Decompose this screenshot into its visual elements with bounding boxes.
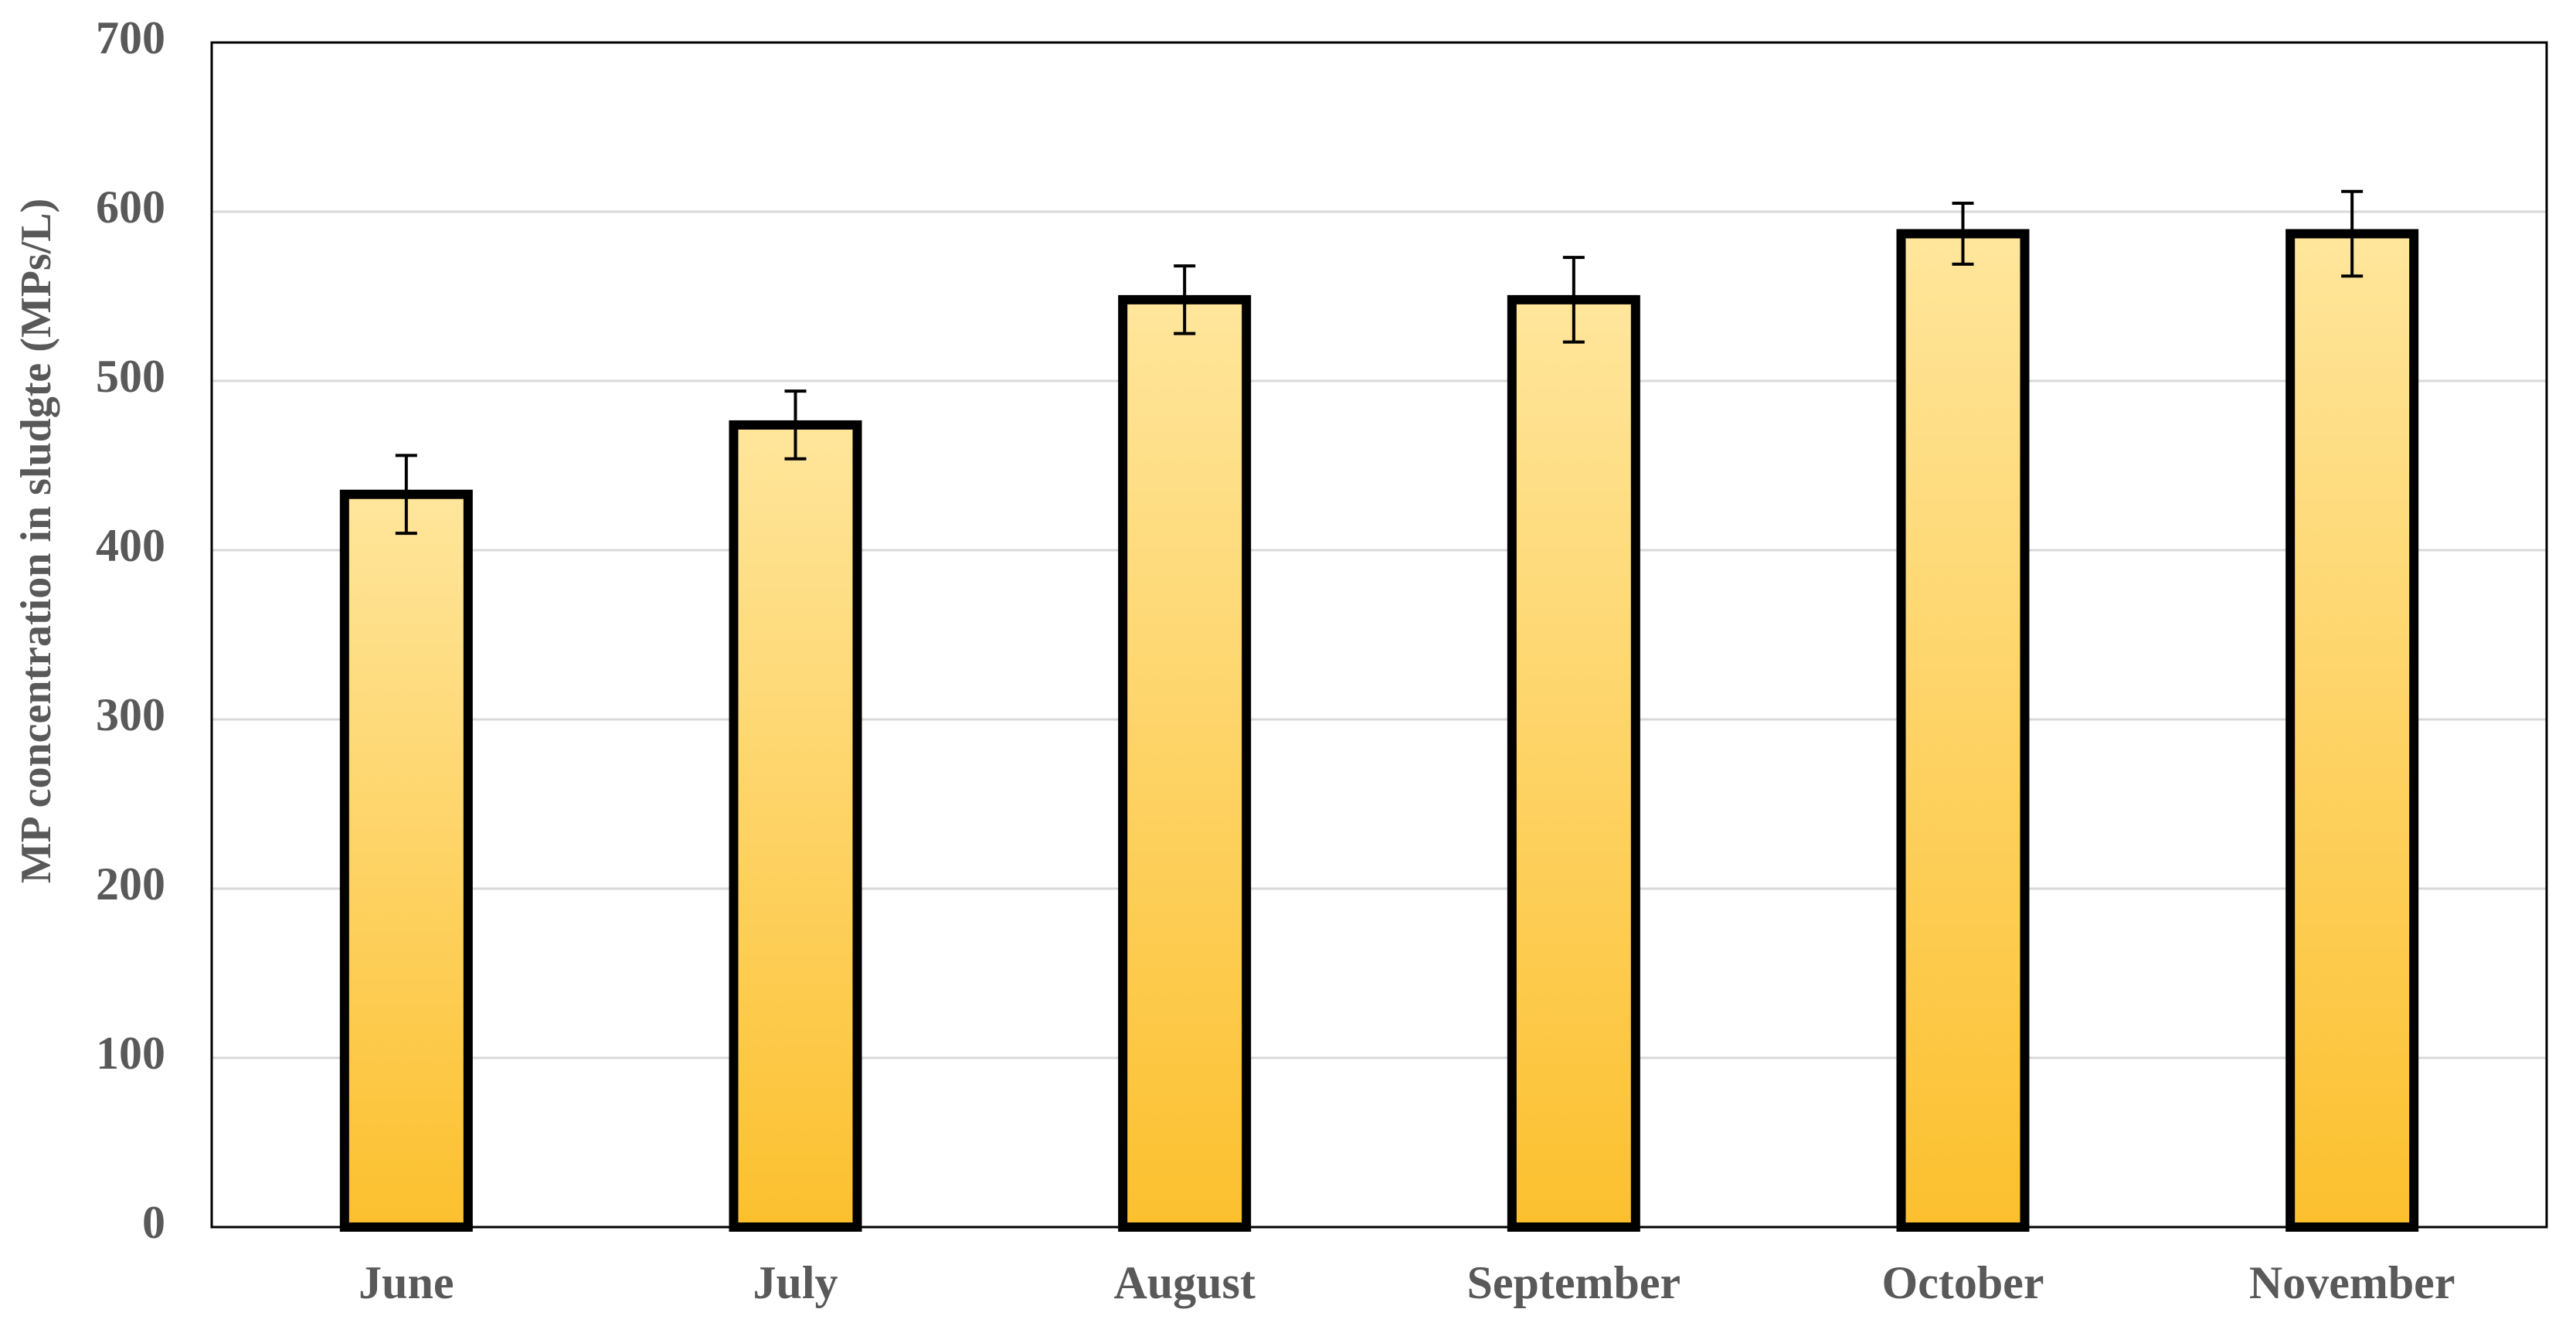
plot-frame	[210, 41, 2548, 1229]
y-tick-label: 300	[96, 689, 165, 740]
y-tick-label: 700	[96, 12, 165, 63]
y-tick-label: 0	[142, 1197, 165, 1248]
y-tick-label: 500	[96, 351, 165, 402]
bar	[729, 420, 862, 1232]
bar	[2285, 229, 2419, 1232]
y-axis-title: MP concentration in sludgte (MPs/L)	[12, 199, 60, 884]
bar	[1896, 229, 2030, 1232]
y-tick-label: 200	[96, 858, 165, 910]
y-tick-label: 600	[96, 182, 165, 233]
y-tick-label: 400	[96, 520, 165, 571]
bar	[339, 489, 473, 1232]
x-tick-label: October	[1882, 1257, 2044, 1308]
x-tick-label: June	[359, 1257, 454, 1308]
bar	[1118, 294, 1252, 1232]
x-tick-label: July	[753, 1257, 838, 1308]
y-tick-label: 100	[96, 1028, 165, 1079]
x-tick-label: November	[2249, 1257, 2455, 1308]
x-tick-label: September	[1467, 1257, 1681, 1308]
bar	[1507, 294, 1640, 1232]
x-tick-label: August	[1113, 1257, 1255, 1308]
